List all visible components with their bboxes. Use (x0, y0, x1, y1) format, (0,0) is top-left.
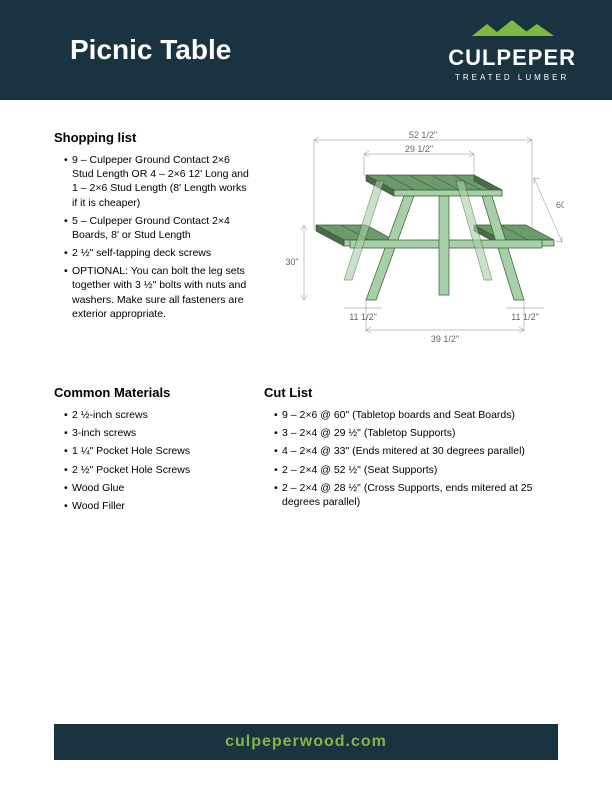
list-item: 3 – 2×4 @ 29 ½" (Tabletop Supports) (274, 426, 558, 440)
cutlist-section: Cut List 9 – 2×6 @ 60" (Tabletop boards … (264, 385, 558, 517)
list-item: 1 ¼" Pocket Hole Screws (64, 444, 234, 458)
dim-left-overhang: 11 1/2" (349, 312, 377, 322)
materials-heading: Common Materials (54, 385, 234, 400)
shopping-list: 9 – Culpeper Ground Contact 2×6 Stud Len… (54, 153, 254, 321)
dim-top-width: 52 1/2" (409, 130, 437, 140)
list-item: 9 – Culpeper Ground Contact 2×6 Stud Len… (64, 153, 254, 210)
dim-right-overhang: 11 1/2" (511, 312, 539, 322)
top-row: Shopping list 9 – Culpeper Ground Contac… (54, 130, 558, 355)
materials-list: 2 ½-inch screws 3-inch screws 1 ¼" Pocke… (54, 408, 234, 513)
dim-height: 30" (285, 257, 298, 267)
bottom-row: Common Materials 2 ½-inch screws 3-inch … (54, 385, 558, 517)
content-area: Shopping list 9 – Culpeper Ground Contac… (0, 100, 612, 517)
list-item: Wood Filler (64, 499, 234, 513)
page-title: Picnic Table (70, 34, 231, 66)
list-item: 2 ½" self-tapping deck screws (64, 246, 254, 260)
diagram-section: 52 1/2" 29 1/2" (274, 130, 564, 355)
list-item: Wood Glue (64, 481, 234, 495)
logo: CULPEPER TREATED LUMBER (448, 18, 576, 82)
list-item: 2 ½-inch screws (64, 408, 234, 422)
cutlist: 9 – 2×6 @ 60" (Tabletop boards and Seat … (264, 408, 558, 509)
list-item: 2 ½" Pocket Hole Screws (64, 463, 234, 477)
list-item: OPTIONAL: You can bolt the leg sets toge… (64, 264, 254, 321)
list-item: 5 – Culpeper Ground Contact 2×4 Boards, … (64, 214, 254, 242)
shopping-section: Shopping list 9 – Culpeper Ground Contac… (54, 130, 254, 355)
logo-text: CULPEPER (448, 45, 576, 71)
materials-section: Common Materials 2 ½-inch screws 3-inch … (54, 385, 234, 517)
mountains-icon (462, 18, 562, 38)
dim-depth: 60" (556, 200, 564, 210)
picnic-table-diagram: 52 1/2" 29 1/2" (274, 130, 564, 350)
list-item: 2 – 2×4 @ 52 ½" (Seat Supports) (274, 463, 558, 477)
shopping-heading: Shopping list (54, 130, 254, 145)
list-item: 2 – 2×4 @ 28 ½" (Cross Supports, ends mi… (274, 481, 558, 509)
dim-table-width: 29 1/2" (405, 144, 433, 154)
footer: culpeperwood.com (54, 724, 558, 760)
list-item: 3-inch screws (64, 426, 234, 440)
list-item: 4 – 2×4 @ 33" (Ends mitered at 30 degree… (274, 444, 558, 458)
cutlist-heading: Cut List (264, 385, 558, 400)
footer-url: culpeperwood.com (225, 733, 387, 751)
header: Picnic Table CULPEPER TREATED LUMBER (0, 0, 612, 100)
list-item: 9 – 2×6 @ 60" (Tabletop boards and Seat … (274, 408, 558, 422)
dim-base-width: 39 1/2" (431, 334, 459, 344)
logo-subtext: TREATED LUMBER (448, 73, 576, 82)
